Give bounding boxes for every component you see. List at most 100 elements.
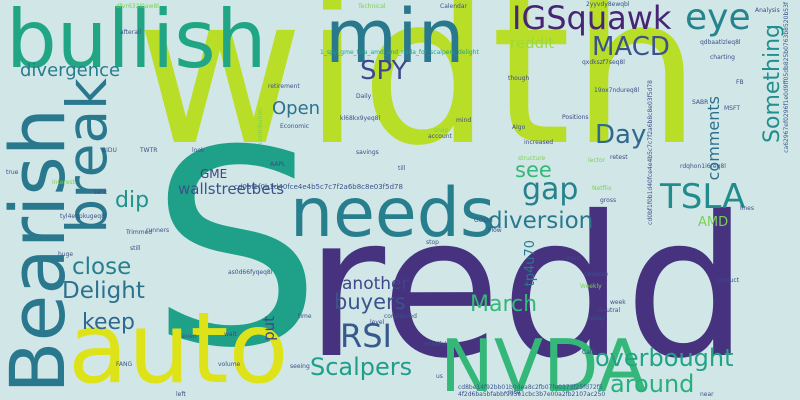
cloud-word-hash: cd8be14f92bb01b0dea8c2fb07fe0373f25fd72f…: [458, 384, 603, 391]
cloud-word-wait: wait: [224, 331, 237, 338]
cloud-word-account: account: [428, 133, 452, 140]
cloud-word-see: see: [515, 158, 552, 182]
cloud-word-id: tyl4eqpkugeq8l: [60, 213, 107, 220]
cloud-word-look: look: [192, 147, 205, 154]
cloud-word-even: even: [182, 333, 197, 340]
cloud-word-gap: gap: [522, 172, 579, 207]
cloud-word-charting: charting: [710, 54, 735, 61]
cloud-word-break: break: [55, 78, 119, 234]
cloud-word-macd: MACD: [592, 32, 670, 62]
cloud-word-nice: nice: [508, 389, 521, 396]
cloud-word-width: width: [136, 0, 702, 191]
cloud-word-hash-vertical: cd0bf1f0b1d40fce4e4b5c7c7f2a6b8c8e03f5d7…: [647, 80, 654, 225]
cloud-word-open: Open: [272, 98, 321, 119]
cloud-word-day: Day: [595, 120, 647, 150]
cloud-word-though: though: [508, 75, 530, 82]
cloud-word-neutral: Neutral: [598, 307, 621, 314]
cloud-word-around: around: [610, 370, 695, 398]
cloud-word-volume: volume: [218, 361, 241, 368]
cloud-word-seeing: seeing: [290, 363, 310, 370]
cloud-word-msft: MSFT: [724, 105, 740, 112]
cloud-word-netflix: Netflix: [592, 185, 612, 192]
cloud-word-fb: FB: [736, 79, 744, 86]
cloud-word-algo: Algo: [512, 124, 526, 131]
cloud-word-hash: 4f2d6ba5bfabbf993e1cbc3b7e00a2fb2107ac25…: [458, 391, 606, 398]
cloud-word-igsquawk: IGSquawk: [512, 0, 672, 37]
cloud-word-true: true: [6, 169, 19, 176]
cloud-word-redd: redd: [305, 174, 749, 400]
cloud-word-amd: AMD: [698, 215, 729, 230]
cloud-word-overbought: overbought: [595, 344, 734, 372]
cloud-word-min: min: [325, 0, 465, 80]
cloud-word-nvda: NVDA: [440, 324, 647, 400]
cloud-word-retest: retest: [610, 154, 628, 161]
cloud-word-scalpers: Scalpers: [310, 353, 413, 381]
cloud-word-near: near: [700, 391, 714, 398]
cloud-word-needs: needs: [290, 174, 496, 253]
cloud-word-lector: lector: [588, 157, 606, 164]
cloud-word-retirement: retirement: [268, 83, 300, 90]
cloud-word-want: want: [566, 255, 581, 262]
cloud-word-week: week: [610, 299, 626, 306]
cloud-word-still: still: [130, 245, 141, 252]
cloud-word-gme: GME: [200, 167, 228, 181]
cloud-word-hash-vertical: ca62967ef0296f1e0d9ff05db825b0763b8520b5…: [783, 2, 790, 153]
cloud-word-reddit: reddit: [510, 34, 555, 52]
cloud-word-calendar: Calendar: [440, 3, 467, 10]
cloud-word-id: qdbaatlzleq8l: [700, 39, 741, 46]
cloud-word-put: put: [260, 316, 278, 341]
cloud-word-analysis: Analysis: [755, 7, 780, 14]
cloud-word-goog: GOOG: [474, 217, 493, 224]
cloud-word-delight: Delight: [62, 278, 145, 304]
cloud-word-id: as0d66fyqeq8l: [228, 269, 273, 276]
cloud-word-id: 2yyvdy8ewqbl: [586, 1, 630, 8]
cloud-word-sabr: SABR: [692, 99, 709, 106]
cloud-word-dip: dip: [115, 188, 150, 213]
cloud-word-aapl: AAPL: [270, 161, 286, 168]
cloud-word-interest: interest: [52, 179, 76, 186]
cloud-word-time: time: [298, 313, 312, 320]
cloud-word-left: left: [176, 391, 186, 398]
cloud-word-keep: keep: [82, 310, 135, 335]
cloud-word-s: S: [150, 92, 322, 400]
cloud-word-increased: increased: [524, 139, 554, 146]
cloud-word-post-title: 1_spy_gme_tsla_amd_and_nvda_for_scalpers…: [320, 49, 479, 56]
cloud-word-tp4u70: tp4u70: [523, 240, 538, 287]
cloud-word-considered: considered: [384, 313, 417, 320]
cloud-word-level: level: [370, 319, 385, 326]
cloud-word-hash: cd0bf1f0b1d40fce4e4b5c7c7f2a6b8c8e03f5d7…: [234, 183, 403, 191]
cloud-word-flow: Flow: [488, 227, 502, 234]
cloud-word-tank: tank: [94, 189, 108, 196]
cloud-word-id: dfvr632l0aw8l: [116, 3, 159, 10]
cloud-word-rsi: RSI: [340, 317, 392, 355]
cloud-word-buyers: buyers: [334, 290, 406, 314]
cloud-word-trimmed: Trimmed: [126, 229, 153, 236]
cloud-word-divergence: divergence: [20, 60, 121, 81]
cloud-word-mindful: mindful: [424, 341, 447, 348]
cloud-word-weekly: Weekly: [580, 283, 602, 290]
cloud-word-mind: mind: [456, 117, 472, 124]
cloud-word-bullish: bullish: [6, 0, 267, 86]
cloud-word-twtr: TWTR: [140, 147, 158, 154]
cloud-word-huge: huge: [58, 251, 74, 258]
cloud-word-product: product: [716, 277, 740, 284]
cloud-word-wallstreetbets: wallstreetbets: [178, 180, 285, 198]
cloud-word-auto: auto: [68, 292, 289, 400]
cloud-word-observe: observe: [584, 271, 609, 278]
cloud-word-contribution: contribution: [257, 108, 264, 145]
cloud-word-close: close: [72, 254, 132, 280]
cloud-word-structure: structure: [518, 155, 546, 162]
cloud-word-snap: snap: [434, 127, 449, 134]
cloud-word-lines: lines: [740, 205, 754, 212]
cloud-word-today: today: [588, 315, 606, 322]
cloud-word-march: March: [470, 292, 538, 317]
cloud-word-afterall: afterall: [120, 29, 142, 36]
cloud-word-gross: gross: [600, 197, 617, 204]
cloud-word-id: 19ox7ndureq8l: [594, 87, 640, 94]
cloud-word-economic: Economic: [280, 123, 310, 130]
cloud-word-positions: Positions: [562, 114, 589, 121]
cloud-word-runners: runners: [146, 227, 170, 234]
cloud-word-another: another: [342, 274, 409, 294]
cloud-word-eye: eye: [685, 0, 751, 38]
